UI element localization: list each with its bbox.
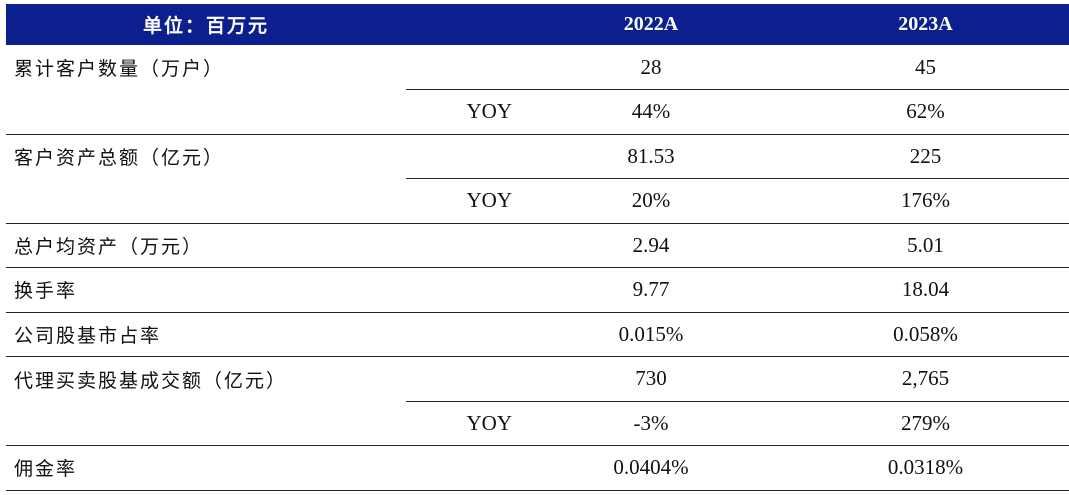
table-row: 佣金率 0.0404% 0.0318% — [6, 445, 1069, 491]
header-2022: 2022A — [623, 13, 679, 35]
row-value-2023: 0.058% — [782, 312, 1069, 357]
row-value-2022: -3% — [520, 401, 782, 446]
row-value-2022: 28 — [520, 45, 782, 90]
table-row: 客户资产总额（亿元） 81.53 225 — [6, 134, 1069, 179]
header-2023: 2023A — [898, 13, 953, 35]
row-value-2023: 18.04 — [782, 267, 1069, 313]
row-sublabel — [406, 45, 520, 90]
row-sublabel — [406, 312, 520, 357]
row-label — [6, 401, 406, 446]
row-value-2022: 44% — [520, 89, 782, 135]
table-row: YOY 44% 62% — [6, 89, 1069, 135]
row-sublabel: YOY — [406, 178, 520, 224]
row-sublabel — [406, 134, 520, 179]
row-value-2022: 0.015% — [520, 312, 782, 357]
table-header-row: 单位：百万元 2022A 2023A — [6, 4, 1069, 45]
row-value-2023: 279% — [782, 401, 1069, 446]
row-label: 公司股基市占率 — [6, 312, 406, 357]
header-sub — [406, 4, 520, 45]
row-value-2022: 2.94 — [520, 223, 782, 268]
row-sublabel: YOY — [406, 401, 520, 446]
table-row: YOY 20% 176% — [6, 178, 1069, 224]
row-label: 客户资产总额（亿元） — [14, 147, 225, 169]
row-label: 代理买卖股基成交额（亿元） — [14, 369, 288, 392]
row-value-2023: 2,765 — [782, 356, 1069, 402]
row-value-2022: 81.53 — [520, 134, 782, 179]
row-sublabel — [406, 267, 520, 313]
row-sublabel — [406, 445, 520, 491]
table-row: 公司股基市占率 0.015% 0.058% — [6, 312, 1069, 357]
row-label: 换手率 — [6, 267, 406, 313]
row-label — [6, 178, 406, 224]
row-value-2023: 5.01 — [782, 223, 1069, 268]
table-row: 累计客户数量（万户） 28 45 — [6, 45, 1069, 90]
table-row: 代理买卖股基成交额（亿元） 730 2,765 — [6, 356, 1069, 402]
row-label — [6, 89, 406, 135]
table-row: 换手率 9.77 18.04 — [6, 267, 1069, 313]
table-body: 累计客户数量（万户） 28 45 YOY 44% 62% 客户资产总额（亿元） 81.53 22… — [6, 45, 1069, 491]
data-table-container: 单位：百万元 2022A 2023A 累计客户数量（万户） 28 45 YOY 44% 6… — [6, 4, 1069, 491]
row-value-2022: 0.0404% — [520, 445, 782, 491]
row-value-2022: 730 — [520, 356, 782, 402]
row-sublabel: YOY — [406, 89, 520, 135]
row-value-2022: 9.77 — [520, 267, 782, 313]
row-value-2023: 45 — [782, 45, 1069, 90]
row-value-2023: 225 — [782, 134, 1069, 179]
table-row: YOY -3% 279% — [6, 401, 1069, 446]
row-value-2023: 62% — [782, 89, 1069, 135]
table-row: 总户均资产（万元） 2.94 5.01 — [6, 223, 1069, 268]
row-label: 总户均资产（万元） — [6, 223, 406, 268]
row-label: 累计客户数量（万户） — [14, 57, 225, 80]
row-value-2023: 176% — [782, 178, 1069, 224]
metrics-table: 单位：百万元 2022A 2023A 累计客户数量（万户） 28 45 YOY 44% 6… — [6, 4, 1069, 491]
row-label: 佣金率 — [6, 445, 406, 491]
row-sublabel — [406, 223, 520, 268]
row-value-2022: 20% — [520, 178, 782, 224]
row-sublabel — [406, 356, 520, 402]
header-unit: 单位：百万元 — [142, 15, 269, 37]
row-value-2023: 0.0318% — [782, 445, 1069, 491]
